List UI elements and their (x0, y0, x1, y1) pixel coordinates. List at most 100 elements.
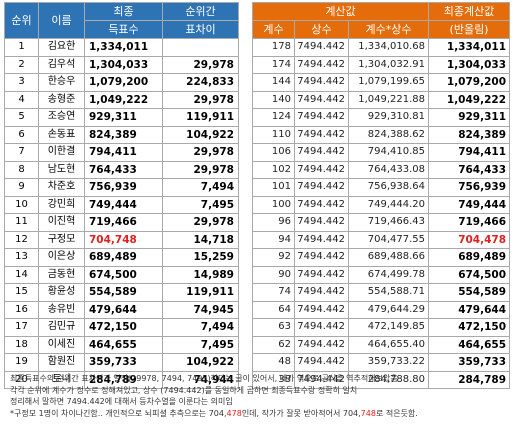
td-rounded: 756,939 (428, 178, 511, 197)
td-product: 764,433.08 (347, 160, 430, 179)
td-const: 7494.442 (294, 283, 349, 302)
td-spacer (238, 161, 253, 179)
td-count: 124 (252, 108, 295, 127)
td-gap: 119,911 (162, 283, 239, 302)
td-rounded: 1,079,200 (428, 73, 511, 92)
note-highlight: 748 (360, 408, 376, 418)
td-rounded: 464,655 (428, 335, 511, 354)
header-final-2: 득표수 (84, 20, 163, 39)
table-row: 20 토니 284,789 74,944 38 7494.442 284,788.80 284… (4, 370, 511, 389)
td-const: 7494.442 (294, 160, 349, 179)
td-const: 7494.442 (294, 300, 349, 319)
header-final-1: 최종 (84, 2, 163, 21)
td-gap: 74,945 (162, 300, 239, 319)
td-final: 756,939 (84, 178, 163, 197)
td-product: 719,466.43 (347, 213, 430, 232)
td-name: 황윤성 (38, 283, 85, 302)
td-const: 7494.442 (294, 318, 349, 337)
td-gap: 7,495 (162, 195, 239, 214)
td-rank: 19 (4, 353, 39, 372)
td-count: 90 (252, 265, 295, 284)
table-row: 17 김민규 472,150 7,494 63 7494.442 472,149.85 472… (4, 318, 511, 337)
table-row: 15 황윤성 554,589 119,911 74 7494.442 554,588.71 5… (4, 283, 511, 302)
td-spacer (238, 336, 253, 354)
td-count: 48 (252, 353, 295, 372)
td-rounded: 929,311 (428, 108, 511, 127)
td-const: 7494.442 (294, 90, 349, 109)
td-count: 64 (252, 300, 295, 319)
td-spacer (238, 231, 253, 249)
note-text: 로 적은듯함. (375, 408, 418, 418)
td-final: 719,466 (84, 213, 163, 232)
td-rank: 16 (4, 300, 39, 319)
td-const: 7494.442 (294, 248, 349, 267)
td-product: 929,310.81 (347, 108, 430, 127)
td-final: 464,655 (84, 335, 163, 354)
td-const: 7494.442 (294, 108, 349, 127)
td-product: 472,149.85 (347, 318, 430, 337)
table-body: 1 김요한 1,334,011 178 7494.442 1,334,010.68 1,33… (4, 38, 511, 389)
td-rank: 6 (4, 125, 39, 144)
td-spacer (238, 353, 253, 371)
header-gap-2: 표차이 (162, 20, 239, 39)
table-row: 16 송유빈 479,644 74,945 64 7494.442 479,644.29 47… (4, 300, 511, 319)
td-rounded: 749,444 (428, 195, 511, 214)
td-rounded: 479,644 (428, 300, 511, 319)
header-row-1: 순위 이름 최종 순위간 계산값 최종계산값 (4, 2, 511, 39)
td-final: 472,150 (84, 318, 163, 337)
td-product: 554,588.71 (347, 283, 430, 302)
td-rounded: 284,789 (428, 370, 511, 389)
td-final: 689,489 (84, 248, 163, 267)
table-row: 8 남도현 764,433 29,978 102 7494.442 764,433.08 76… (4, 160, 511, 179)
td-count: 62 (252, 335, 295, 354)
td-final: 359,733 (84, 353, 163, 372)
td-name: 김우석 (38, 55, 85, 74)
td-count: 144 (252, 73, 295, 92)
td-rank: 9 (4, 178, 39, 197)
td-spacer (238, 108, 253, 126)
td-product: 1,049,221.88 (347, 90, 430, 109)
td-gap: 14,718 (162, 230, 239, 249)
td-final: 554,589 (84, 283, 163, 302)
td-const: 7494.442 (294, 265, 349, 284)
td-final: 704,748 (84, 230, 163, 249)
table-row: 3 한승우 1,079,200 224,833 144 7494.442 1,079,199… (4, 73, 511, 92)
td-name: 김민규 (38, 318, 85, 337)
table-row: 13 이은상 689,489 15,259 92 7494.442 689,488.66 68… (4, 248, 511, 267)
td-gap (162, 38, 239, 57)
td-rank: 4 (4, 90, 39, 109)
td-product: 704,477.55 (347, 230, 430, 249)
td-spacer (238, 38, 253, 56)
td-spacer (238, 371, 253, 389)
td-rank: 11 (4, 213, 39, 232)
td-const: 7494.442 (294, 55, 349, 74)
td-name: 이진혁 (38, 213, 85, 232)
header-spacer (238, 2, 253, 39)
td-spacer (238, 196, 253, 214)
td-spacer (238, 91, 253, 109)
table-row: 9 차준호 756,939 7,494 101 7494.442 756,938.64 756… (4, 178, 511, 197)
td-spacer (238, 283, 253, 301)
td-rank: 13 (4, 248, 39, 267)
td-rounded: 1,304,033 (428, 55, 511, 74)
td-name: 한승우 (38, 73, 85, 92)
header-gap-1: 순위간 (162, 2, 239, 21)
td-rank: 12 (4, 230, 39, 249)
vote-table-container: 순위 이름 최종 순위간 계산값 최종계산값 득표수 표차이 계수 상수 계수*… (4, 2, 511, 389)
note-line-4: *구정모 1명이 차이나긴함.. 개인적으로 뇌피셜 추측으로는 704,478… (10, 408, 505, 420)
td-count: 63 (252, 318, 295, 337)
td-rank: 20 (4, 370, 39, 389)
td-name: 송유빈 (38, 300, 85, 319)
td-product: 464,655.40 (347, 335, 430, 354)
note-line-2: 각각 순위에 계수가 정수로 정해져있고, 상수 (7494.442)를 동일하… (10, 385, 358, 395)
table-row: 5 조승연 929,311 119,911 124 7494.442 929,310.81 9… (4, 108, 511, 127)
td-spacer (238, 248, 253, 266)
note-line-3: 정리해서 말하면 7494.442에 대해서 등차수열을 이룬다는 의미임 (10, 397, 233, 406)
table-row: 1 김요한 1,334,011 178 7494.442 1,334,010.68 1,33… (4, 38, 511, 57)
td-gap: 74,944 (162, 370, 239, 389)
td-name: 강민희 (38, 195, 85, 214)
td-spacer (238, 318, 253, 336)
td-product: 674,499.78 (347, 265, 430, 284)
td-final: 674,500 (84, 265, 163, 284)
header-calc-product: 계수*상수 (347, 20, 430, 39)
